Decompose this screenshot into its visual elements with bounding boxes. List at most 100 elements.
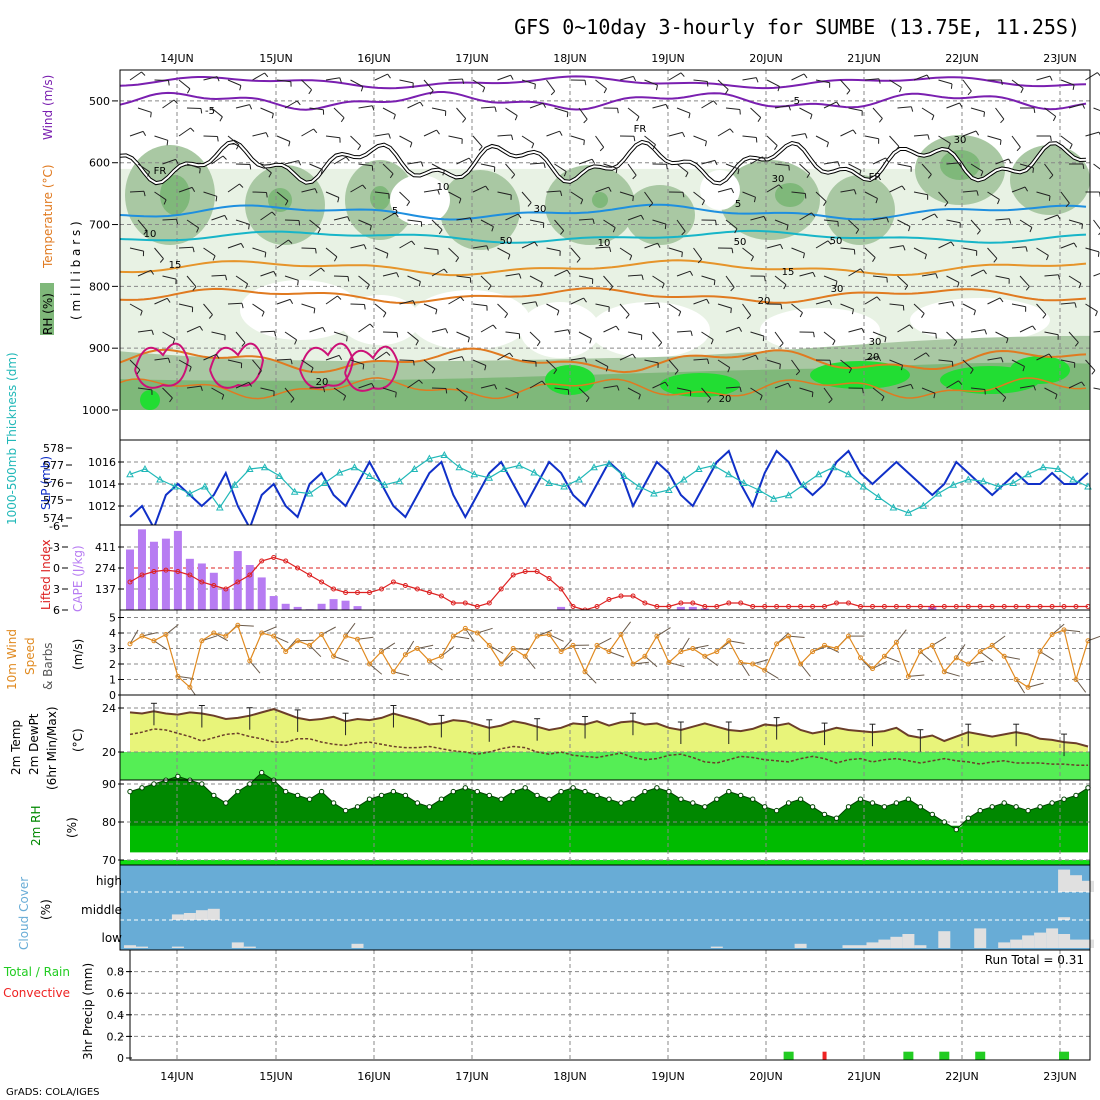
wind-barb: [382, 331, 398, 333]
wind-barb-flag: [320, 169, 323, 175]
lifted-index-marker: [175, 569, 181, 574]
lifted-index-marker: [1025, 604, 1031, 609]
wind-barb: [276, 191, 289, 202]
wind-barb: [529, 102, 544, 109]
wind-barb: [276, 358, 292, 361]
wind-barb: [472, 245, 487, 249]
thickness-marker: [874, 492, 883, 500]
wind-barb: [382, 163, 394, 175]
wind-barb-flag: [317, 228, 321, 234]
wind-barb: [211, 107, 223, 118]
wind-barb: [774, 219, 789, 226]
wind-barb: [497, 191, 512, 196]
wind-barb: [211, 274, 226, 277]
contour-label: 10: [437, 182, 450, 193]
wind10-marker: [786, 633, 792, 639]
top-date-label: 18JUN: [553, 52, 587, 65]
thickness-marker: [650, 489, 658, 497]
wind-barb: [546, 79, 556, 92]
wind-barb-flag: [1033, 107, 1036, 113]
wind-barb: [791, 191, 806, 194]
wind-barb-flag: [704, 141, 707, 147]
wind-barb-flag: [469, 217, 473, 223]
wind-barb: [889, 135, 900, 147]
low-cloud-bar: [890, 936, 903, 948]
wind-barb-flag: [313, 128, 318, 134]
cloud-low-label: low: [102, 931, 123, 945]
cape-bar: [173, 530, 182, 610]
wind-barb: [578, 158, 593, 165]
wind-barb-flag: [855, 229, 860, 234]
wind-barb: [750, 387, 763, 397]
wind-barb: [407, 275, 421, 282]
wind-barb: [791, 359, 801, 372]
wind-barb-flag: [706, 298, 710, 304]
wind-barb-flag: [680, 72, 685, 77]
middle-cloud-bar: [1058, 917, 1071, 920]
lifted-index-marker: [259, 558, 265, 564]
wind-barb-flag: [837, 161, 840, 167]
wind-barb-flag: [615, 325, 620, 331]
wind-barb-flag: [787, 382, 792, 388]
rh2-marker: [869, 800, 876, 806]
cape-bar: [329, 599, 338, 610]
wind-barb-flag: [347, 216, 351, 222]
wind-barb-flag: [151, 329, 154, 335]
wind-barb: [742, 247, 754, 257]
wind10-marker: [414, 646, 420, 651]
wind-barb-flag: [811, 212, 816, 217]
rh2-marker: [1025, 807, 1031, 814]
wind-barb-flag: [412, 300, 416, 306]
wind-barb-flag: [661, 283, 665, 289]
wind-barb-flag: [1072, 84, 1075, 90]
wind-barb-flag: [388, 133, 391, 139]
wind-barb: [546, 303, 560, 312]
wind-barb-flag: [371, 383, 375, 389]
wind-barb: [301, 128, 314, 137]
wind10-marker: [271, 633, 277, 639]
wind10-marker: [295, 638, 301, 644]
contour-magenta: [134, 342, 190, 389]
wind10-speed-label: Speed: [23, 637, 37, 675]
wind-barb-flag: [458, 198, 462, 204]
wind-barb: [284, 275, 299, 281]
wind-barb: [350, 244, 365, 249]
wind-barb: [619, 353, 633, 361]
wind-barb-flag: [415, 340, 419, 346]
wind-barb-flag: [584, 80, 587, 86]
wind-barb-flag: [200, 108, 203, 114]
wind-barb-flag: [884, 337, 887, 343]
rh2-marker: [558, 788, 564, 795]
wind-barb-flag: [682, 132, 686, 138]
wind10-marker: [259, 630, 265, 636]
wind-barb-flag: [1006, 338, 1009, 344]
wind-barb: [921, 331, 936, 334]
wind10-marker: [618, 632, 624, 637]
upper-air-panel: -5 -5 FR FR FR 5 5 10 10 15 15 20 20 20 10 30 50 30 50 30 30…: [119, 69, 1100, 441]
wind10-barb: [513, 648, 530, 651]
wind10-marker: [283, 649, 289, 655]
lifted-index-marker: [1037, 604, 1043, 609]
wind-barb-flag: [266, 192, 268, 198]
wind-barb-flag: [369, 323, 374, 328]
wind-barb: [260, 163, 272, 174]
wind-barb: [235, 104, 250, 109]
wind-barb: [529, 331, 541, 343]
rh2-marker: [714, 796, 720, 802]
wind-barb: [913, 191, 928, 196]
wind10-marker: [941, 669, 947, 675]
wind-barb: [554, 329, 569, 333]
wind-barb: [480, 106, 496, 109]
wind-barb: [799, 387, 814, 393]
wind-barb-flag: [542, 102, 547, 108]
wind-barb-flag: [957, 282, 960, 288]
wind-barb-flag: [1016, 146, 1021, 152]
wind-barb: [570, 247, 581, 259]
wind-barb: [309, 107, 324, 111]
lifted-index-marker: [367, 590, 372, 595]
wind-barb-flag: [738, 326, 743, 332]
y-tick-label: 4: [109, 627, 116, 640]
wind-barb: [799, 212, 812, 221]
wind-barb-flag: [485, 185, 489, 191]
